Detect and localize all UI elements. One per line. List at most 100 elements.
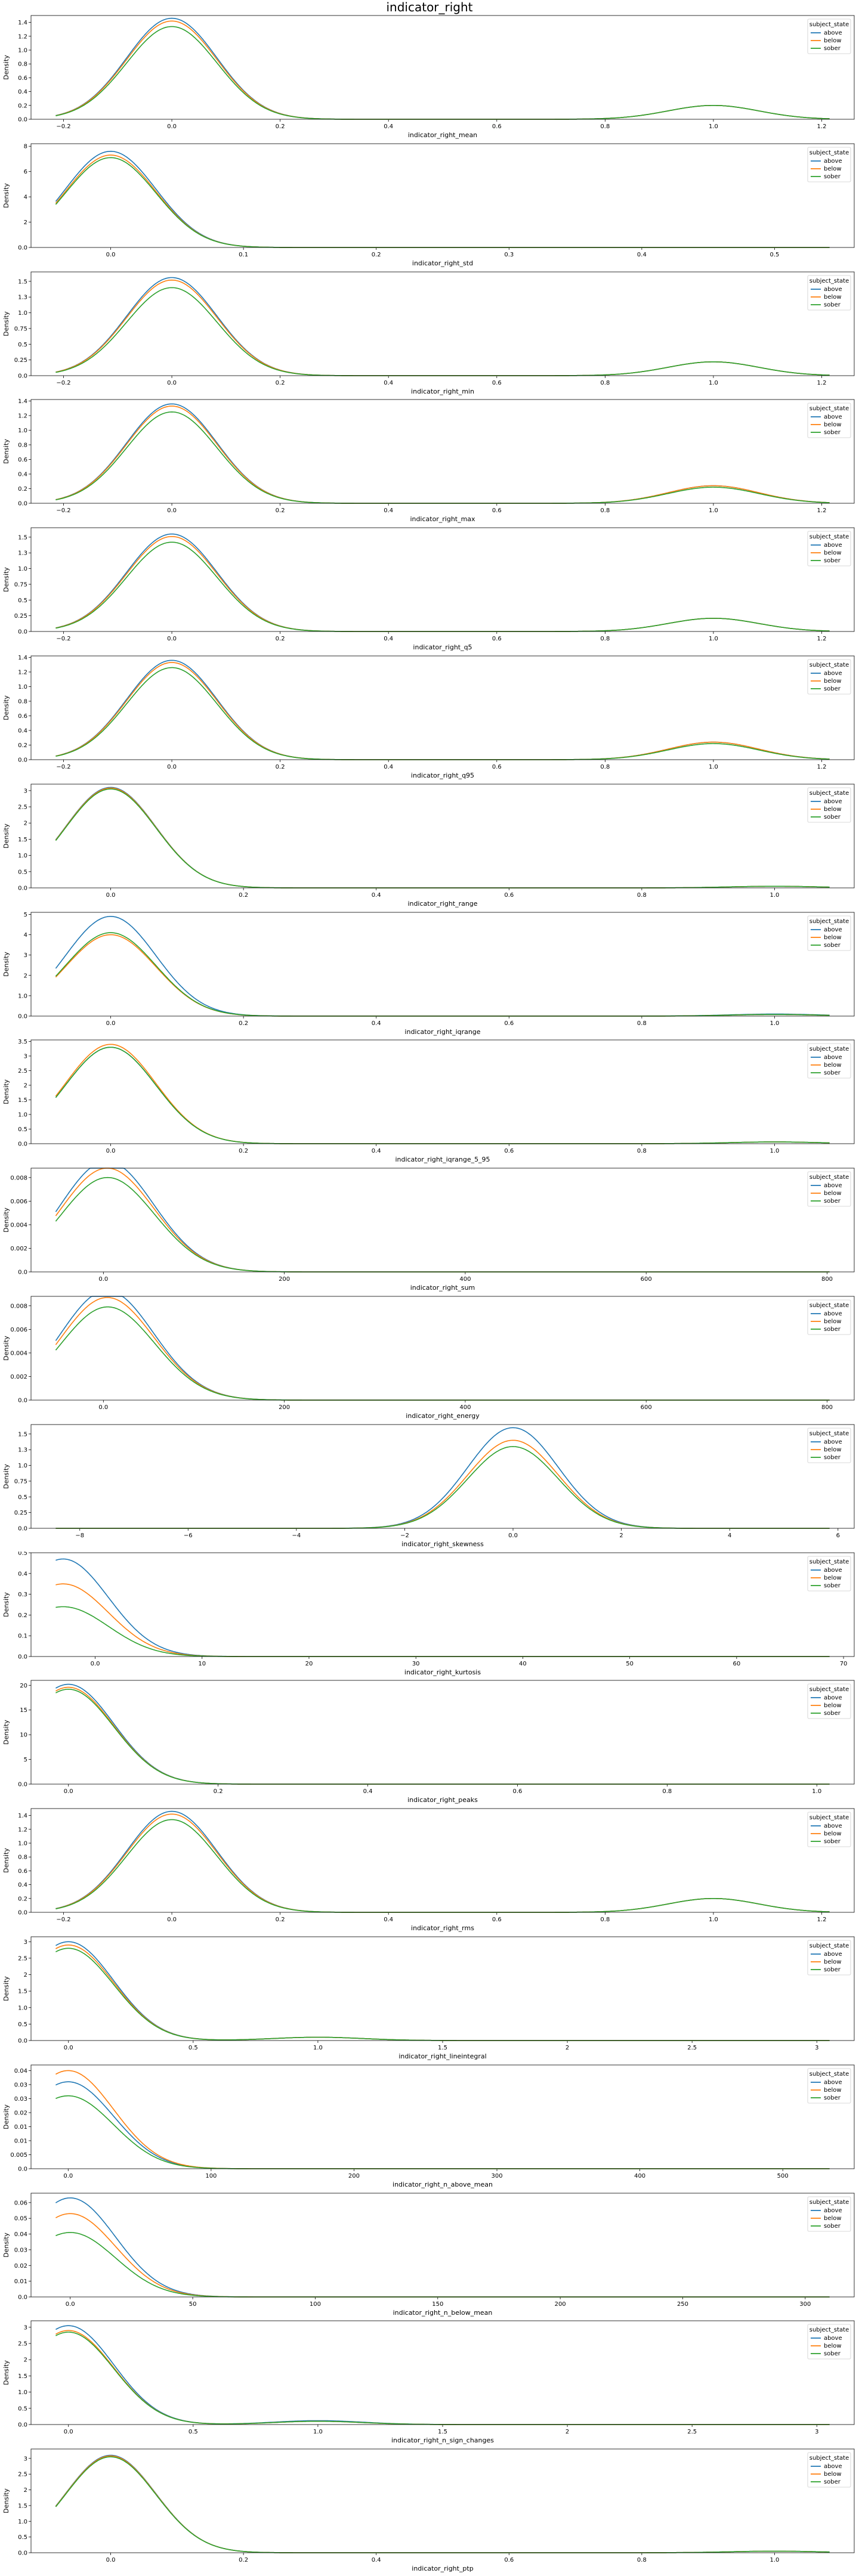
- x-tick-label: 0.6: [492, 123, 502, 130]
- x-tick-label: 2: [566, 2045, 569, 2051]
- series-line-below: [55, 1583, 830, 1657]
- y-tick-label: 0.6: [18, 713, 27, 720]
- y-tick-label: 0.5: [18, 1552, 27, 1557]
- series-line-below: [55, 1813, 830, 1913]
- axes-frame: [30, 399, 855, 504]
- x-tick-label: 1.0: [709, 123, 718, 130]
- x-tick-label: 0.2: [239, 1148, 248, 1154]
- subplot-indicator_right_q5: −0.2 0.0 0.2 0.4 0.6 0.8 1.0 1.2 0.0 0.25 0.5 0.75 1…: [0, 527, 859, 655]
- chart-svg: −0.2 0.0 0.2 0.4 0.6 0.8 1.0 1.2 0.0 0.2 0.4 0.6 0.8…: [2, 398, 855, 523]
- x-tick-label: 50: [189, 2301, 197, 2308]
- legend-entry-above: above: [824, 414, 842, 420]
- x-tick-label: 0.0: [167, 380, 177, 386]
- y-tick-label: 0.0: [18, 757, 27, 763]
- legend-entry-below: below: [824, 166, 842, 172]
- x-tick-label: 0.0: [106, 2557, 116, 2563]
- series-line-below: [55, 2330, 830, 2426]
- y-tick-label: 2.5: [18, 2472, 27, 2478]
- x-tick-label: 0.0: [91, 1661, 100, 1667]
- y-tick-label: 1.0: [18, 47, 27, 54]
- legend-box: [807, 1556, 851, 1591]
- legend-box: [807, 147, 851, 182]
- legend-title: subject_state: [809, 1686, 849, 1693]
- x-tick-label: 0.6: [504, 1020, 514, 1027]
- y-tick-label: 1.0: [18, 853, 27, 859]
- x-axis-label: indicator_right_n_above_mean: [393, 2181, 493, 2188]
- x-tick-label: 0.2: [276, 636, 285, 642]
- x-tick-label: −6: [184, 1532, 193, 1539]
- y-tick-label: 0.25: [14, 1510, 27, 1516]
- x-tick-label: 0.5: [189, 2045, 198, 2051]
- legend-entry-sober: sober: [824, 2095, 841, 2101]
- y-tick-label: 0.03: [14, 2247, 27, 2253]
- x-tick-label: 0.8: [637, 1020, 647, 1027]
- legend-entry-below: below: [824, 550, 842, 556]
- legend-entry-sober: sober: [824, 174, 841, 180]
- series-line-sober: [55, 2456, 830, 2553]
- axes-frame: [30, 1936, 855, 2041]
- series-line-below: [55, 536, 830, 632]
- y-tick-label: 0.0: [18, 1910, 27, 1916]
- series-line-above: [55, 2081, 830, 2169]
- y-tick-label: 0.6: [18, 457, 27, 463]
- x-tick-label: 100: [310, 2301, 321, 2308]
- x-tick-label: 0.6: [492, 380, 502, 386]
- y-tick-label: 0.04: [14, 2231, 27, 2238]
- x-tick-label: 0.6: [504, 2557, 514, 2563]
- x-tick-label: 0.0: [167, 764, 177, 770]
- series-line-sober: [55, 1445, 830, 1529]
- y-axis-label: Density: [2, 1336, 10, 1361]
- subplot-indicator_right_kurtosis: 0.0 10 20 30 40 50 60 70 0.0 0.1 0.2 0.3 0.4 0.5 indic…: [0, 1552, 859, 1680]
- y-tick-label: 0.008: [10, 1175, 27, 1182]
- legend-box: [807, 1940, 851, 1976]
- x-tick-label: 800: [821, 1404, 833, 1411]
- x-tick-label: −0.2: [56, 1916, 70, 1923]
- x-tick-label: 0.6: [492, 636, 502, 642]
- x-tick-label: 0.3: [504, 252, 514, 258]
- x-axis-label: indicator_right_min: [411, 388, 474, 395]
- y-tick-label: 1.3: [18, 550, 27, 557]
- y-tick-label: 2: [24, 1083, 27, 1089]
- x-tick-label: 1.0: [770, 892, 779, 899]
- chart-svg: 0.0 200 400 600 800 0.0 0.002 0.004 0.006 0.008 in…: [2, 1168, 855, 1292]
- series-line-below: [55, 1439, 830, 1529]
- y-tick-label: 4: [24, 194, 27, 200]
- axes-frame: [30, 2448, 855, 2553]
- series-line-above: [55, 1684, 830, 1785]
- legend-entry-sober: sober: [824, 1710, 841, 1717]
- y-axis-label: Density: [2, 567, 10, 592]
- series-line-above: [55, 150, 830, 248]
- series-line-sober: [55, 1948, 830, 2041]
- y-tick-label: 1.0: [18, 1841, 27, 1847]
- x-axis-label: indicator_right_ptp: [412, 2565, 473, 2572]
- y-axis-label: Density: [2, 1208, 10, 1233]
- x-tick-label: 1.2: [817, 380, 827, 386]
- x-tick-label: 0.4: [372, 1020, 381, 1027]
- chart-svg: 0.0 0.5 1.0 1.5 2 2.5 3 0.0 0.5 1.0 1.5 2 2.5 3 indica…: [2, 1936, 855, 2060]
- x-axis-label: indicator_right_rms: [411, 1924, 474, 1932]
- x-tick-label: 0.2: [372, 252, 381, 258]
- legend-entry-below: below: [824, 1575, 842, 1581]
- y-tick-label: 0.3: [18, 1592, 27, 1598]
- x-tick-label: 0.8: [637, 2557, 647, 2563]
- y-tick-label: 1.0: [18, 2005, 27, 2011]
- series-line-above: [55, 1941, 830, 2041]
- y-tick-label: 0.75: [14, 1478, 27, 1485]
- x-tick-label: 0.2: [214, 1788, 223, 1795]
- x-axis-label: indicator_right_n_sign_changes: [391, 2436, 494, 2444]
- chart-svg: −8 −6 −4 −2 0.0 2 4 6 0.0 0.25 0.5 0.75 1.0 1.3 1.5 ind…: [2, 1424, 855, 1548]
- x-axis-label: indicator_right_n_below_mean: [393, 2309, 493, 2317]
- x-tick-label: 0.0: [167, 123, 177, 130]
- legend-title: subject_state: [809, 2455, 849, 2462]
- legend-entry-below: below: [824, 806, 842, 813]
- series-line-below: [55, 1687, 830, 1785]
- y-tick-label: 0.5: [18, 2406, 27, 2413]
- x-tick-label: 150: [432, 2301, 443, 2308]
- legend-entry-above: above: [824, 1567, 842, 1574]
- x-tick-label: 1.0: [812, 1788, 821, 1795]
- figure-title: indicator_right: [386, 0, 473, 14]
- subplot-indicator_right_max: −0.2 0.0 0.2 0.4 0.6 0.8 1.0 1.2 0.0 0.2 0.4 0.6 0.8…: [0, 398, 859, 527]
